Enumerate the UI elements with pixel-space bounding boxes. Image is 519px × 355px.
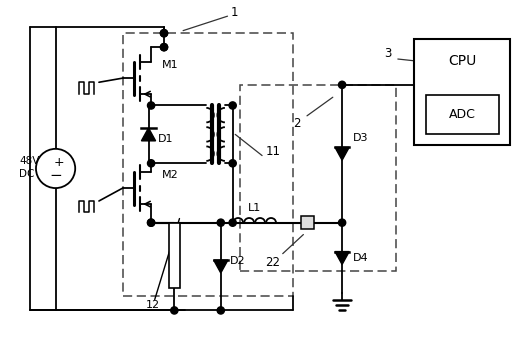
Text: L1: L1 [248, 203, 261, 213]
Circle shape [147, 102, 155, 109]
Text: CPU: CPU [448, 54, 476, 68]
Text: 3: 3 [384, 47, 391, 60]
Circle shape [160, 44, 168, 51]
Bar [414, 39, 510, 145]
Circle shape [229, 102, 236, 109]
Circle shape [338, 81, 346, 88]
Text: 48V: 48V [19, 156, 40, 166]
Polygon shape [141, 128, 156, 141]
Text: ADC: ADC [449, 108, 475, 121]
Text: 1: 1 [231, 6, 238, 19]
Text: 11: 11 [266, 146, 281, 158]
Polygon shape [335, 147, 349, 160]
Bar [122, 33, 293, 296]
Circle shape [338, 219, 346, 226]
Circle shape [217, 219, 224, 226]
Circle shape [147, 219, 155, 226]
Text: D3: D3 [352, 133, 368, 143]
Text: M1: M1 [161, 60, 178, 70]
Bar [169, 223, 180, 288]
Text: D2: D2 [230, 256, 245, 266]
Text: M2: M2 [161, 170, 178, 180]
Circle shape [229, 219, 236, 226]
Polygon shape [214, 260, 228, 273]
Text: D4: D4 [352, 253, 368, 263]
Circle shape [147, 219, 155, 226]
Circle shape [217, 307, 224, 314]
Circle shape [160, 29, 168, 37]
Bar [240, 85, 397, 271]
Bar [426, 95, 499, 134]
Text: D1: D1 [158, 133, 173, 143]
Circle shape [36, 149, 75, 188]
Circle shape [147, 160, 155, 167]
Text: 2: 2 [293, 116, 301, 130]
Circle shape [160, 29, 168, 37]
Circle shape [229, 160, 236, 167]
Text: +: + [53, 156, 64, 169]
Text: 22: 22 [265, 256, 280, 269]
Text: −: − [49, 168, 62, 183]
Text: DC: DC [19, 169, 35, 179]
Circle shape [171, 307, 178, 314]
Polygon shape [335, 252, 349, 264]
Text: 12: 12 [146, 300, 160, 310]
Circle shape [160, 44, 168, 51]
Bar [301, 217, 313, 229]
